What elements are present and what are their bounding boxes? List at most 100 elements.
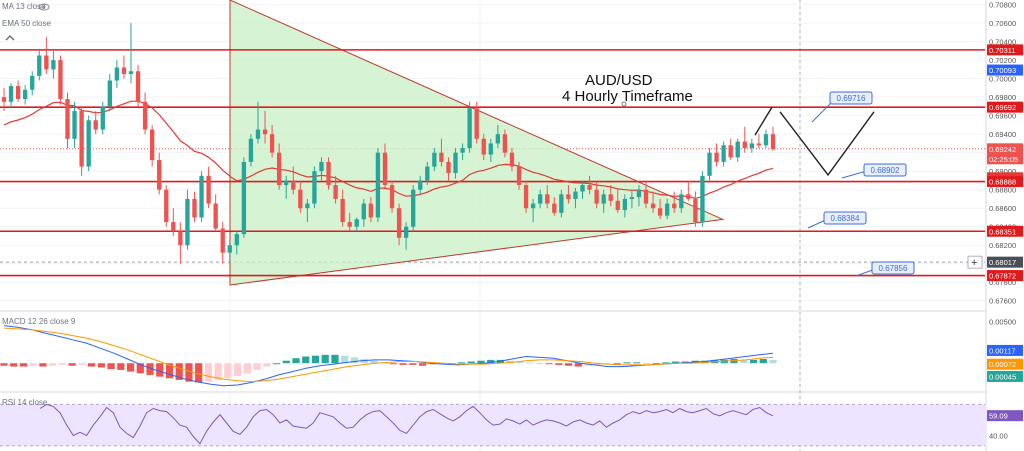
macd-histogram-bar xyxy=(642,363,651,365)
rsi-axis-label-text: 59.09 xyxy=(989,412,1008,421)
candle-body xyxy=(707,152,712,176)
candle-body xyxy=(418,180,423,190)
candle-body xyxy=(545,194,550,204)
macd-histogram-bar xyxy=(58,363,67,365)
macd-histogram-bar xyxy=(545,363,553,365)
macd-histogram-bar xyxy=(68,363,76,366)
macd-histogram-bar xyxy=(672,361,680,364)
candle-body xyxy=(538,194,543,204)
ma-legend[interactable]: MA 13 close xyxy=(2,2,46,11)
callout-text: 0.68384 xyxy=(831,214,860,223)
candle-body xyxy=(15,86,21,100)
candle-body xyxy=(629,197,635,199)
candle-body xyxy=(157,160,162,190)
candle-body xyxy=(79,111,84,167)
rsi-legend[interactable]: RSI 14 close xyxy=(2,398,48,407)
macd-histogram-bar xyxy=(136,363,144,374)
price-tick-label: 0.68200 xyxy=(989,241,1016,250)
candle-body xyxy=(502,134,508,153)
macd-histogram-bar xyxy=(389,363,397,365)
macd-histogram-bar xyxy=(234,363,242,376)
ema-legend[interactable]: EMA 50 close xyxy=(2,19,51,28)
plus-icon[interactable]: + xyxy=(971,257,977,269)
price-tick-label: 0.69600 xyxy=(989,112,1016,121)
candle-body xyxy=(728,145,733,158)
candle-body xyxy=(382,152,388,186)
candle-body xyxy=(333,185,338,199)
candle-body xyxy=(474,108,479,139)
candle-body xyxy=(495,134,501,144)
macd-histogram-bar xyxy=(204,363,213,382)
rsi-axis-label xyxy=(987,410,1023,422)
macd-histogram-bar xyxy=(662,362,670,364)
candle-body xyxy=(679,194,684,209)
macd-histogram-bar xyxy=(564,363,573,366)
macd-histogram-bar xyxy=(467,361,475,364)
price-axis-label xyxy=(987,64,1023,76)
candle-body xyxy=(686,194,691,199)
macd-histogram-bar xyxy=(652,363,660,365)
macd-histogram-bar xyxy=(311,355,320,364)
macd-histogram-bar xyxy=(107,363,115,370)
candle-body xyxy=(319,161,324,172)
macd-histogram-bar xyxy=(282,360,290,364)
crosshair-add-button[interactable] xyxy=(967,255,983,269)
candle-body xyxy=(192,198,197,218)
macd-histogram-bar xyxy=(506,360,514,364)
price-axis-label xyxy=(987,153,1023,165)
candle-body xyxy=(37,55,42,76)
price-axis-label-text: 0.70311 xyxy=(989,46,1016,55)
macd-histogram-bar xyxy=(555,363,563,365)
annotation-anchor-dot xyxy=(621,101,627,107)
macd-histogram-bar xyxy=(321,354,329,364)
macd-tick-label: 0.00500 xyxy=(989,317,1016,326)
macd-histogram-bar xyxy=(457,362,466,364)
candle-body xyxy=(305,203,310,209)
candle-body xyxy=(185,198,190,246)
price-axis-label xyxy=(987,270,1023,282)
candle-body xyxy=(72,111,77,139)
candle-body xyxy=(199,175,204,218)
macd-axis-label xyxy=(987,358,1023,370)
collapse-chevron-icon[interactable] xyxy=(4,32,16,44)
price-tick-label: 0.69400 xyxy=(989,130,1016,139)
callout-text: 0.69716 xyxy=(837,94,866,103)
macd-histogram-bar xyxy=(39,363,47,367)
candle-body xyxy=(248,138,254,162)
candle-body xyxy=(65,99,70,139)
annotation-pair: AUD/USD xyxy=(585,72,653,89)
macd-histogram-bar xyxy=(759,359,767,364)
macd-histogram-bar xyxy=(428,363,436,365)
macd-histogram-bar xyxy=(477,360,485,364)
callout-box xyxy=(863,163,907,177)
candle-body xyxy=(100,106,105,130)
macd-legend[interactable]: MACD 12 26 close 9 xyxy=(2,317,76,326)
macd-histogram-bar xyxy=(623,362,631,364)
candle-body xyxy=(269,134,275,153)
eye-icon[interactable] xyxy=(38,1,50,13)
candle-body xyxy=(672,203,677,209)
candle-body xyxy=(30,75,35,90)
candle-body xyxy=(559,194,564,213)
candle-body xyxy=(262,129,268,135)
macd-histogram-bar xyxy=(535,363,543,365)
candle-body xyxy=(375,152,381,218)
macd-axis-label-text: 0.00117 xyxy=(989,346,1016,355)
macd-histogram-bar xyxy=(224,363,232,379)
price-axis-label-text: 0.68351 xyxy=(989,227,1016,236)
candle-body xyxy=(276,152,282,186)
macd-histogram-bar xyxy=(185,363,193,382)
candle-body xyxy=(763,134,769,146)
candle-body xyxy=(425,166,430,181)
price-axis-label-text: 0.67872 xyxy=(989,272,1016,281)
macd-histogram-bar xyxy=(633,362,641,364)
candle-body xyxy=(446,161,451,174)
candle-body xyxy=(714,152,719,162)
candle-body xyxy=(460,148,465,153)
price-axis-label xyxy=(987,143,1023,155)
candle-body xyxy=(552,203,557,213)
macd-histogram-bar xyxy=(175,363,183,380)
candle-body xyxy=(58,60,63,100)
candle-body xyxy=(44,55,49,70)
